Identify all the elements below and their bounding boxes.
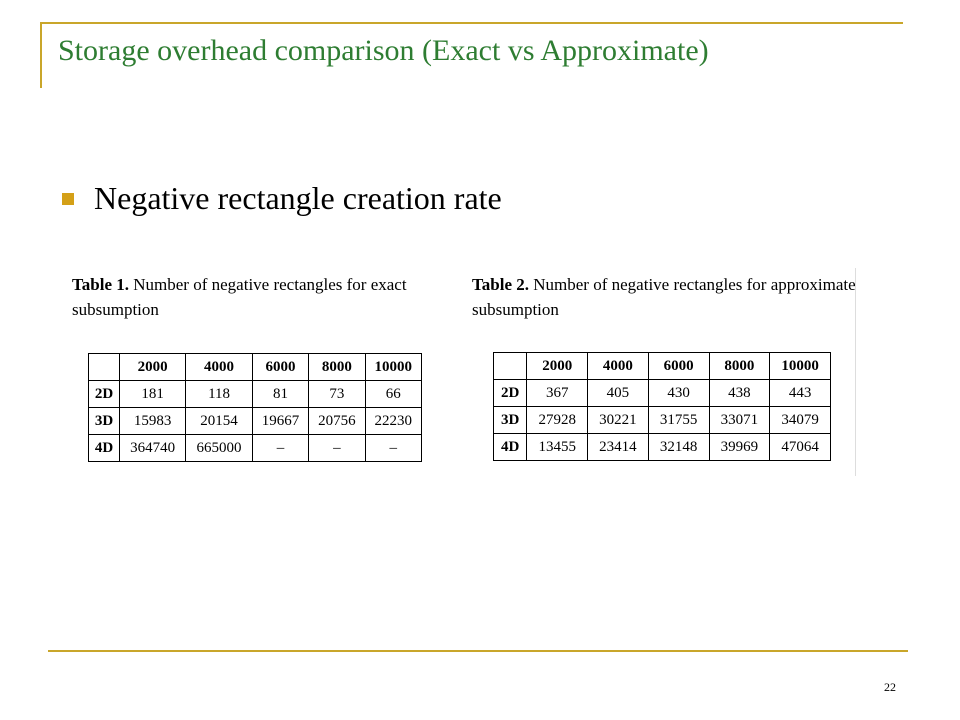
row-header: 3D <box>88 407 120 435</box>
table-cell: 39969 <box>708 433 771 461</box>
column-header: 6000 <box>251 353 310 381</box>
table-cell: 443 <box>769 379 831 407</box>
table-row: 4D 364740 665000 – – – <box>88 434 423 462</box>
table-cell: – <box>364 434 423 462</box>
slide-frame-left-line <box>40 22 42 88</box>
table-corner-cell <box>492 352 528 380</box>
table-header-row: 2000 4000 6000 8000 10000 <box>492 352 831 380</box>
table2-caption-text: Number of negative rectangles for approx… <box>472 275 856 319</box>
row-header: 4D <box>492 433 528 461</box>
table-cell: 73 <box>308 380 366 408</box>
slide-frame-bottom-line <box>48 650 908 652</box>
column-header: 4000 <box>587 352 649 380</box>
column-header: 2000 <box>118 353 187 381</box>
table-cell: 181 <box>118 380 187 408</box>
bullet-text: Negative rectangle creation rate <box>94 180 502 216</box>
column-header: 2000 <box>526 352 589 380</box>
table-row: 4D 13455 23414 32148 39969 47064 <box>492 433 831 461</box>
table-cell: – <box>251 434 310 462</box>
table-cell: 430 <box>647 379 710 407</box>
table-row: 2D 367 405 430 438 443 <box>492 379 831 407</box>
table-row: 3D 27928 30221 31755 33071 34079 <box>492 406 831 434</box>
table-row: 3D 15983 20154 19667 20756 22230 <box>88 407 423 435</box>
image-edge-divider <box>855 268 856 476</box>
table-cell: 31755 <box>647 406 710 434</box>
bullet-square-icon <box>62 192 74 205</box>
table-cell: 30221 <box>587 406 649 434</box>
table-cell: 118 <box>185 380 253 408</box>
row-header: 4D <box>88 434 120 462</box>
table-corner-cell <box>88 353 120 381</box>
table2-label: Table 2. <box>472 275 530 294</box>
row-header: 3D <box>492 406 528 434</box>
table-header-row: 2000 4000 6000 8000 10000 <box>88 353 423 381</box>
column-header: 6000 <box>647 352 710 380</box>
table-cell: 364740 <box>118 434 187 462</box>
table1-label: Table 1. <box>72 275 130 294</box>
slide-title: Storage overhead comparison (Exact vs Ap… <box>58 34 709 67</box>
table-cell: 19667 <box>251 407 310 435</box>
table-cell: 23414 <box>587 433 649 461</box>
table-cell: 32148 <box>647 433 710 461</box>
table1-caption: Table 1. Number of negative rectangles f… <box>72 272 452 322</box>
column-header: 8000 <box>708 352 771 380</box>
table2-caption: Table 2. Number of negative rectangles f… <box>472 272 862 322</box>
table-cell: 27928 <box>526 406 589 434</box>
column-header: 10000 <box>769 352 831 380</box>
table-cell: 22230 <box>364 407 423 435</box>
table-row: 2D 181 118 81 73 66 <box>88 380 423 408</box>
table-cell: 81 <box>251 380 310 408</box>
table-cell: 405 <box>587 379 649 407</box>
table-cell: 47064 <box>769 433 831 461</box>
table-cell: – <box>308 434 366 462</box>
column-header: 8000 <box>308 353 366 381</box>
table1-caption-text: Number of negative rectangles for exact … <box>72 275 407 319</box>
table-cell: 20756 <box>308 407 366 435</box>
slide-frame-top-line <box>40 22 903 24</box>
row-header: 2D <box>492 379 528 407</box>
table-cell: 34079 <box>769 406 831 434</box>
table-cell: 15983 <box>118 407 187 435</box>
page-number: 22 <box>884 680 896 694</box>
table1: 2000 4000 6000 8000 10000 2D 181 118 81 … <box>88 353 423 462</box>
table2: 2000 4000 6000 8000 10000 2D 367 405 430… <box>492 352 831 461</box>
row-header: 2D <box>88 380 120 408</box>
table-cell: 33071 <box>708 406 771 434</box>
table-cell: 66 <box>364 380 423 408</box>
table-cell: 438 <box>708 379 771 407</box>
table-cell: 20154 <box>185 407 253 435</box>
column-header: 4000 <box>185 353 253 381</box>
column-header: 10000 <box>364 353 423 381</box>
bullet-item: Negative rectangle creation rate <box>62 180 502 217</box>
table-cell: 13455 <box>526 433 589 461</box>
table-cell: 665000 <box>185 434 253 462</box>
table-cell: 367 <box>526 379 589 407</box>
